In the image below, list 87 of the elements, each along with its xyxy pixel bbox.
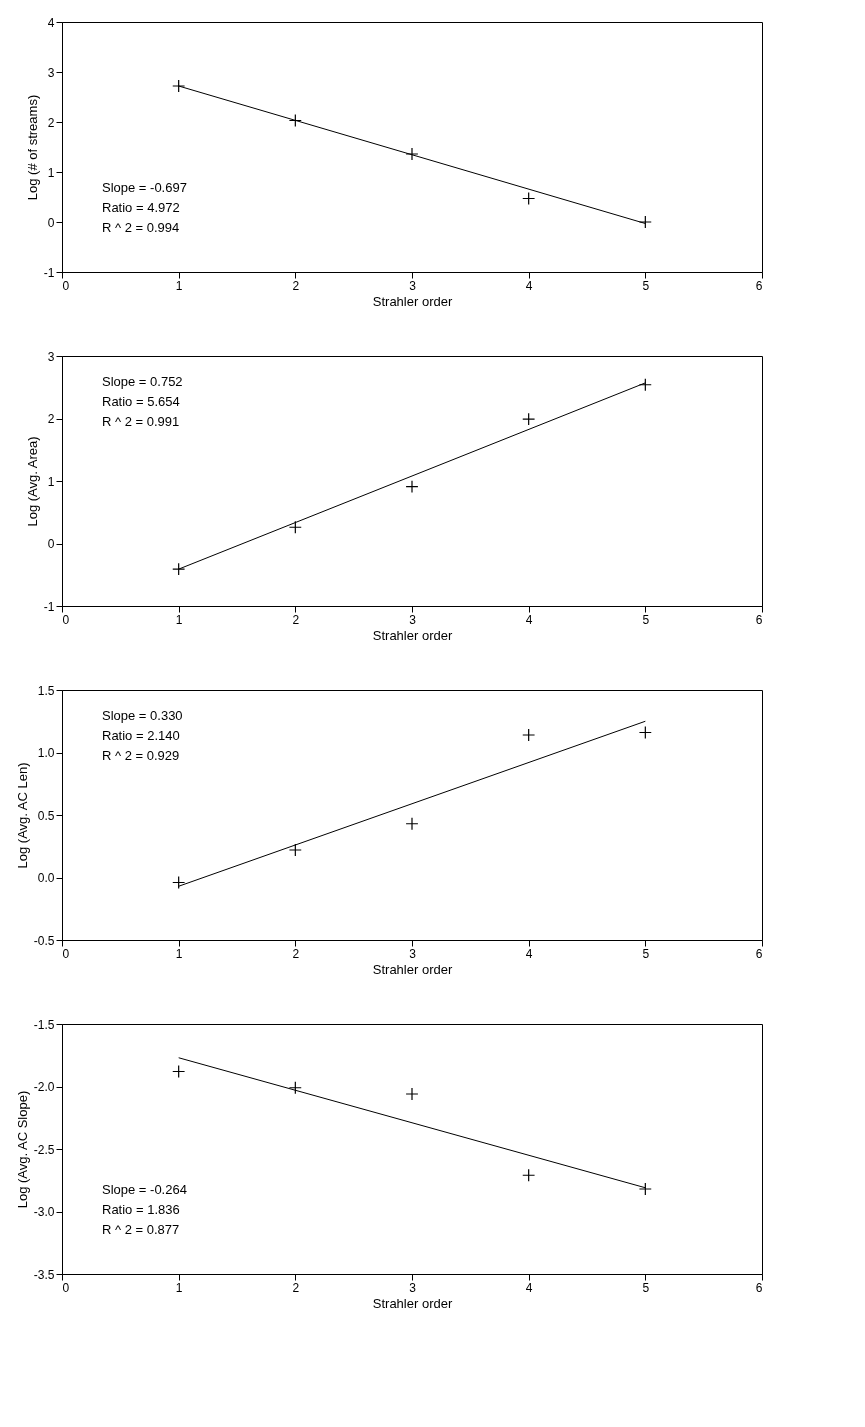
annotation: Ratio = 5.654 [102,394,180,409]
x-tick-label: 1 [175,278,183,293]
point [172,1064,186,1079]
x-tick-label: 5 [642,1280,650,1295]
y-tick-label: 3 [47,349,55,364]
point [288,113,302,128]
annotation: R ^ 2 = 0.991 [102,414,180,429]
x-tick-label: 1 [175,612,183,627]
x-tick-label: 2 [292,1280,300,1295]
y-tick-label: 0 [47,215,55,230]
y-tick-label: 2 [47,412,55,426]
point [172,562,186,576]
y-tick-label: 3 [47,65,55,80]
x-tick-label: 1 [175,1280,183,1295]
y-tick-label: 1.5 [37,683,55,698]
x-tick-label: 6 [755,612,763,627]
point [288,520,302,534]
x-axis-title: Strahler order [372,961,453,977]
point [638,215,652,229]
point [288,843,302,857]
y-tick-label: -0.5 [33,933,55,948]
annotation: Slope = -0.697 [102,180,187,195]
y-axis-title: Log (Avg. AC Len) [14,762,30,869]
x-tick-label: 5 [642,278,650,293]
x-tick-label: 4 [525,946,533,961]
annotation: R ^ 2 = 0.929 [102,748,180,763]
annotation: R ^ 2 = 0.994 [102,220,180,235]
x-tick-label: 3 [409,1280,417,1295]
x-tick-label: 4 [525,612,533,627]
x-tick-label: 2 [292,946,300,961]
y-tick-label: -3.0 [33,1205,55,1219]
point [522,728,536,742]
x-tick-label: 0 [62,612,70,627]
y-tick-label: 1 [47,165,55,180]
annotation: Slope = 0.330 [102,708,183,723]
y-tick-label: -1.5 [33,1017,55,1032]
x-tick-label: 6 [755,278,763,293]
point [522,412,536,426]
x-tick-label: 6 [755,946,763,961]
y-tick-label: 1.0 [37,746,55,760]
x-tick-label: 4 [525,1280,533,1295]
y-axis-title: Log (Avg. AC Slope) [14,1090,30,1209]
x-tick-label: 5 [642,946,650,961]
x-axis-title: Strahler order [372,293,453,309]
x-tick-label: 2 [292,612,300,627]
x-tick-label: 1 [175,946,183,961]
annotation: Ratio = 1.836 [102,1202,180,1217]
point [405,817,419,831]
y-tick-label: 0 [47,537,55,551]
annotation: Ratio = 4.972 [102,200,180,215]
y-tick-label: 4 [47,15,55,30]
annotation: R ^ 2 = 0.877 [102,1222,180,1237]
point [405,1087,419,1101]
y-tick-label: -3.5 [33,1267,55,1282]
y-axis-title: Log (# of streams) [24,94,40,201]
y-tick-label: 0.0 [37,871,55,885]
y-axis-title: Log (Avg. Area) [24,436,40,527]
y-tick-label: 2 [47,115,55,130]
annotation: Ratio = 2.140 [102,728,180,743]
x-tick-label: 0 [62,278,70,293]
x-tick-label: 0 [62,946,70,961]
point [638,725,652,740]
x-tick-label: 2 [292,278,300,293]
x-tick-label: 3 [409,278,417,293]
x-tick-label: 3 [409,946,417,961]
annotation: Slope = 0.752 [102,374,183,389]
y-tick-label: -1 [43,265,55,280]
x-tick-label: 3 [409,612,417,627]
x-tick-label: 4 [525,278,533,293]
x-axis-title: Strahler order [372,1295,453,1311]
y-tick-label: -1 [43,599,55,614]
x-tick-label: 0 [62,1280,70,1295]
x-tick-label: 6 [755,1280,763,1295]
point [638,1182,652,1196]
point [288,1081,302,1095]
y-tick-label: 0.5 [37,808,55,823]
point [522,1168,536,1182]
point [405,480,419,494]
y-tick-label: -2.5 [33,1142,55,1157]
x-axis-title: Strahler order [372,627,453,643]
point [522,191,536,206]
annotation: Slope = -0.264 [102,1182,187,1197]
y-tick-label: -2.0 [33,1080,55,1094]
point [172,79,186,93]
point [405,147,419,161]
x-tick-label: 5 [642,612,650,627]
y-tick-label: 1 [47,474,55,489]
